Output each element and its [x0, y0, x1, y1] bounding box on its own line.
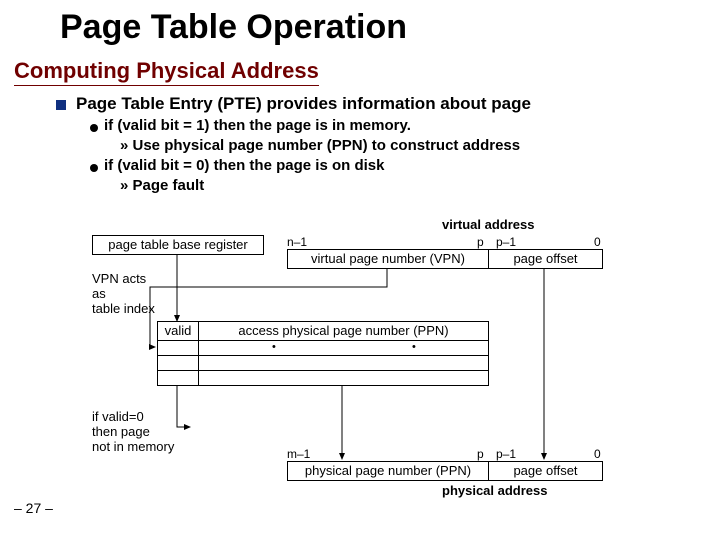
bullet-level-2: if (valid bit = 0) then the page is on d… — [104, 157, 384, 174]
bullet-level-3: » Use physical page number (PPN) to cons… — [120, 137, 520, 154]
section-heading: Computing Physical Address — [14, 58, 319, 86]
circle-bullet-icon — [90, 124, 98, 132]
address-translation-diagram: virtual address page table base register… — [92, 217, 642, 497]
page-number: – 27 – — [14, 500, 53, 516]
bullet-level-3: » Page fault — [120, 177, 204, 194]
square-bullet-icon — [56, 100, 66, 110]
circle-bullet-icon — [90, 164, 98, 172]
bullet-level-1: Page Table Entry (PTE) provides informat… — [76, 94, 531, 114]
bullet-level-2: if (valid bit = 1) then the page is in m… — [104, 117, 411, 134]
diagram-arrows — [92, 217, 642, 507]
slide-title: Page Table Operation — [60, 8, 407, 47]
